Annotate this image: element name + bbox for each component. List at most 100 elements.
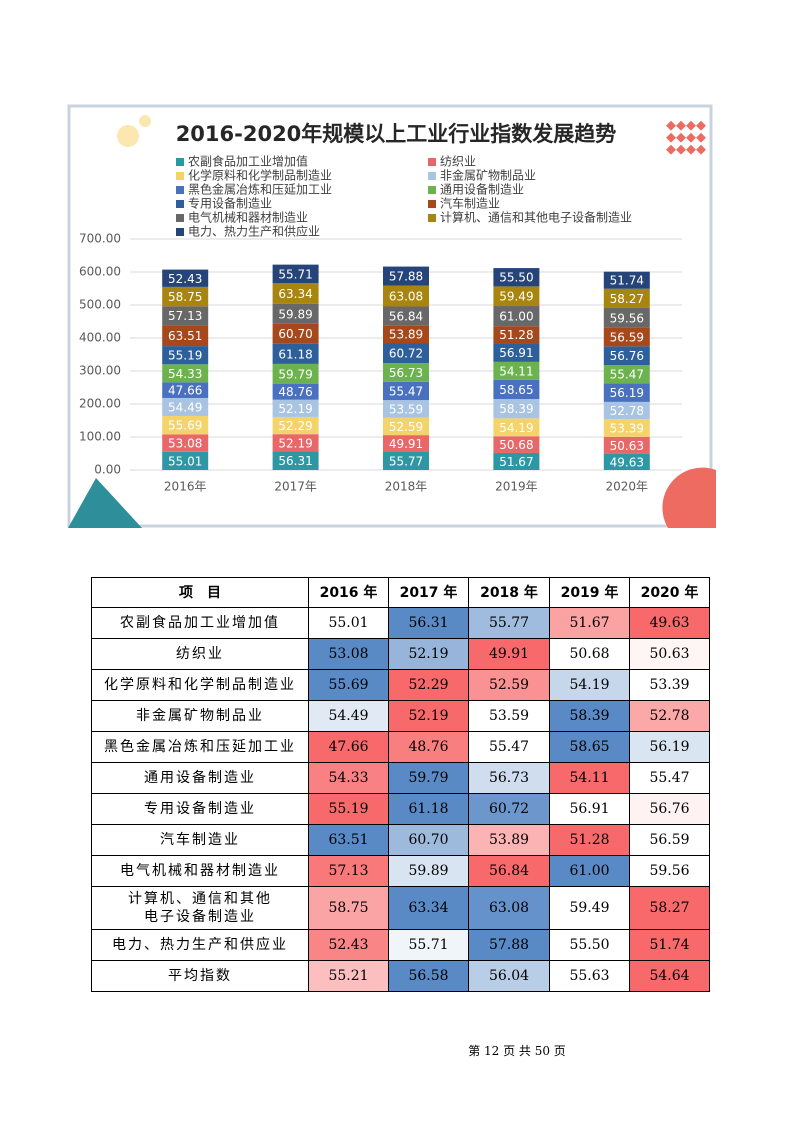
value-cell: 55.50 bbox=[549, 929, 630, 961]
value-cell: 52.78 bbox=[629, 700, 710, 732]
name-cell: 通用设备制造业 bbox=[91, 762, 309, 794]
legend-label: 计算机、通信和其他电子设备制造业 bbox=[440, 210, 632, 225]
legend-swatch bbox=[428, 200, 436, 208]
legend-swatch bbox=[428, 186, 436, 194]
header-cell: 项 目 bbox=[91, 577, 309, 608]
chart-title: 2016-2020年规模以上工业行业指数发展趋势 bbox=[176, 122, 617, 146]
value-cell: 59.56 bbox=[629, 855, 710, 887]
legend-label: 化学原料和化学制品制造业 bbox=[188, 168, 332, 183]
value-cell: 58.39 bbox=[549, 700, 630, 732]
bar-segment bbox=[493, 399, 540, 419]
data-label: 49.91 bbox=[389, 437, 423, 451]
x-tick-label: 2016年 bbox=[164, 480, 207, 494]
value-cell: 56.91 bbox=[549, 793, 630, 825]
data-label: 61.00 bbox=[499, 310, 533, 324]
y-tick-label: 0.00 bbox=[94, 463, 121, 477]
legend-swatch bbox=[176, 228, 184, 236]
value-cell: 54.49 bbox=[308, 700, 389, 732]
value-cell: 55.47 bbox=[468, 731, 550, 763]
data-label: 49.63 bbox=[610, 455, 644, 469]
table-row: 计算机、通信和其他 电子设备制造业 58.75 63.34 63.08 59.49 58.… bbox=[91, 886, 710, 930]
value-cell: 56.76 bbox=[629, 793, 710, 825]
legend-swatch bbox=[176, 158, 184, 166]
value-cell: 63.51 bbox=[308, 824, 389, 856]
data-label: 56.91 bbox=[499, 346, 533, 360]
bar-segment bbox=[493, 379, 540, 400]
value-cell: 51.28 bbox=[549, 824, 630, 856]
x-tick-label: 2019年 bbox=[495, 480, 538, 494]
data-label: 57.88 bbox=[389, 270, 423, 284]
y-tick-label: 600.00 bbox=[79, 265, 121, 279]
value-cell: 58.27 bbox=[629, 886, 710, 930]
value-cell: 52.29 bbox=[388, 669, 469, 701]
table-row: 农副食品加工业增加值 55.01 56.31 55.77 51.67 49.63 bbox=[91, 607, 710, 639]
value-cell: 55.63 bbox=[549, 960, 630, 992]
value-cell: 53.39 bbox=[629, 669, 710, 701]
data-label: 56.31 bbox=[278, 454, 312, 468]
data-label: 59.79 bbox=[278, 367, 312, 381]
value-cell: 49.91 bbox=[468, 638, 550, 670]
bar-segment bbox=[603, 346, 650, 366]
bar-segment bbox=[383, 363, 429, 382]
value-cell: 58.65 bbox=[549, 731, 630, 763]
header-cell: 2019 年 bbox=[549, 577, 630, 608]
data-label: 63.34 bbox=[278, 287, 312, 301]
data-label: 55.47 bbox=[389, 384, 423, 398]
bar-segment bbox=[493, 452, 540, 470]
value-cell: 52.19 bbox=[388, 700, 469, 732]
x-tick-label: 2018年 bbox=[385, 480, 428, 494]
bar-segment bbox=[272, 264, 319, 284]
value-cell: 55.71 bbox=[388, 929, 469, 961]
data-label: 56.19 bbox=[610, 386, 644, 400]
bar-segment bbox=[603, 453, 650, 470]
name-cell: 专用设备制造业 bbox=[91, 793, 309, 825]
value-cell: 59.89 bbox=[388, 855, 469, 887]
bar-segment bbox=[162, 397, 209, 416]
value-cell: 59.79 bbox=[388, 762, 469, 794]
bar-segment bbox=[493, 418, 540, 437]
table-row: 平均指数 55.21 56.58 56.04 55.63 54.64 bbox=[91, 960, 710, 992]
data-label: 50.68 bbox=[499, 438, 533, 452]
data-label: 54.19 bbox=[499, 421, 533, 435]
value-cell: 52.43 bbox=[308, 929, 389, 961]
data-label: 63.51 bbox=[168, 329, 202, 343]
data-label: 52.43 bbox=[168, 272, 202, 286]
table-row: 专用设备制造业 55.19 61.18 60.72 56.91 56.76 bbox=[91, 793, 710, 825]
value-cell: 55.01 bbox=[308, 607, 389, 639]
data-label: 55.01 bbox=[168, 454, 202, 468]
y-tick-label: 400.00 bbox=[79, 331, 121, 345]
bar-segment bbox=[603, 271, 650, 289]
bar-segment bbox=[272, 434, 319, 452]
value-cell: 54.33 bbox=[308, 762, 389, 794]
bar-segment bbox=[272, 343, 319, 364]
data-label: 57.13 bbox=[168, 309, 202, 323]
y-tick-label: 200.00 bbox=[79, 397, 121, 411]
data-table: 项 目 2016 年 2017 年 2018 年 2019 年 2020 年农副食品加工业… bbox=[91, 577, 710, 992]
value-cell: 53.08 bbox=[308, 638, 389, 670]
legend-swatch bbox=[176, 200, 184, 208]
bar-segment bbox=[272, 323, 319, 344]
legend-swatch bbox=[176, 186, 184, 194]
value-cell: 57.13 bbox=[308, 855, 389, 887]
data-label: 51.67 bbox=[499, 455, 533, 469]
table-row: 通用设备制造业 54.33 59.79 56.73 54.11 55.47 bbox=[91, 762, 710, 794]
value-cell: 56.58 bbox=[388, 960, 469, 992]
value-cell: 49.63 bbox=[629, 607, 710, 639]
data-label: 50.63 bbox=[610, 439, 644, 453]
data-label: 52.19 bbox=[278, 402, 312, 416]
table-row: 电气机械和器材制造业 57.13 59.89 56.84 61.00 59.56 bbox=[91, 855, 710, 887]
table-row: 化学原料和化学制品制造业 55.69 52.29 52.59 54.19 53.39 bbox=[91, 669, 710, 701]
value-cell: 55.47 bbox=[629, 762, 710, 794]
value-cell: 55.69 bbox=[308, 669, 389, 701]
value-cell: 53.89 bbox=[468, 824, 550, 856]
data-label: 52.29 bbox=[278, 419, 312, 433]
data-label: 53.59 bbox=[389, 402, 423, 416]
bar-segment bbox=[162, 364, 209, 383]
value-cell: 54.11 bbox=[549, 762, 630, 794]
value-cell: 59.49 bbox=[549, 886, 630, 930]
value-cell: 56.19 bbox=[629, 731, 710, 763]
bar-segment bbox=[493, 306, 540, 327]
value-cell: 56.59 bbox=[629, 824, 710, 856]
value-cell: 50.63 bbox=[629, 638, 710, 670]
data-label: 58.65 bbox=[499, 383, 533, 397]
